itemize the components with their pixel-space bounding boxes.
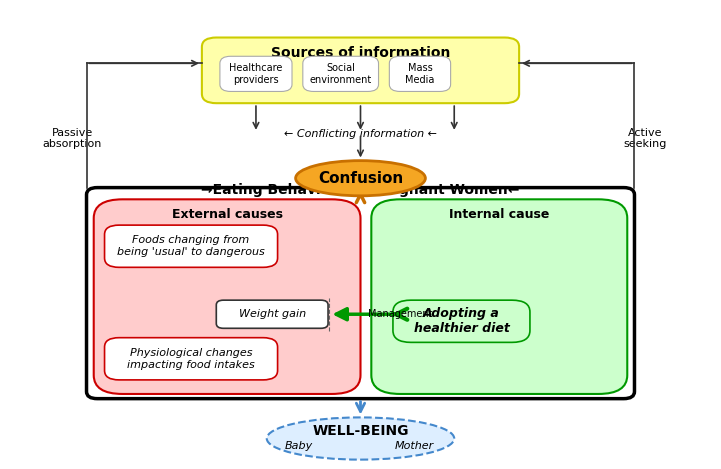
FancyBboxPatch shape (393, 300, 530, 342)
Ellipse shape (267, 417, 454, 460)
Text: Confusion: Confusion (318, 171, 403, 186)
Text: Social
environment: Social environment (309, 63, 372, 85)
Text: Healthcare
providers: Healthcare providers (229, 63, 283, 85)
FancyBboxPatch shape (220, 56, 292, 91)
Text: Baby: Baby (285, 441, 314, 452)
Text: Sources of information: Sources of information (271, 46, 450, 60)
FancyBboxPatch shape (216, 300, 328, 328)
Text: Internal cause: Internal cause (449, 208, 549, 221)
FancyBboxPatch shape (105, 225, 278, 267)
FancyBboxPatch shape (87, 188, 634, 399)
Text: External causes: External causes (172, 208, 283, 221)
FancyBboxPatch shape (371, 199, 627, 394)
Text: →Eating Behaviour of Pregnant Women←: →Eating Behaviour of Pregnant Women← (201, 183, 520, 197)
FancyBboxPatch shape (389, 56, 451, 91)
Text: WELL-BEING: WELL-BEING (312, 424, 409, 439)
FancyBboxPatch shape (303, 56, 379, 91)
FancyBboxPatch shape (202, 38, 519, 103)
Text: Adopting a
healthier diet: Adopting a healthier diet (414, 307, 509, 335)
Text: Mother: Mother (395, 441, 434, 452)
Text: Physiological changes
impacting food intakes: Physiological changes impacting food int… (127, 348, 255, 370)
Text: Mass
Media: Mass Media (405, 63, 435, 85)
FancyBboxPatch shape (105, 338, 278, 380)
Text: Weight gain: Weight gain (239, 309, 306, 319)
Text: Passive
absorption: Passive absorption (43, 128, 102, 149)
Ellipse shape (296, 161, 425, 196)
Text: Active
seeking: Active seeking (624, 128, 667, 149)
Text: ← Conflicting information ←: ← Conflicting information ← (284, 129, 437, 139)
Text: Management: Management (368, 309, 432, 319)
Text: Foods changing from
being 'usual' to dangerous: Foods changing from being 'usual' to dan… (118, 235, 265, 257)
FancyBboxPatch shape (94, 199, 360, 394)
